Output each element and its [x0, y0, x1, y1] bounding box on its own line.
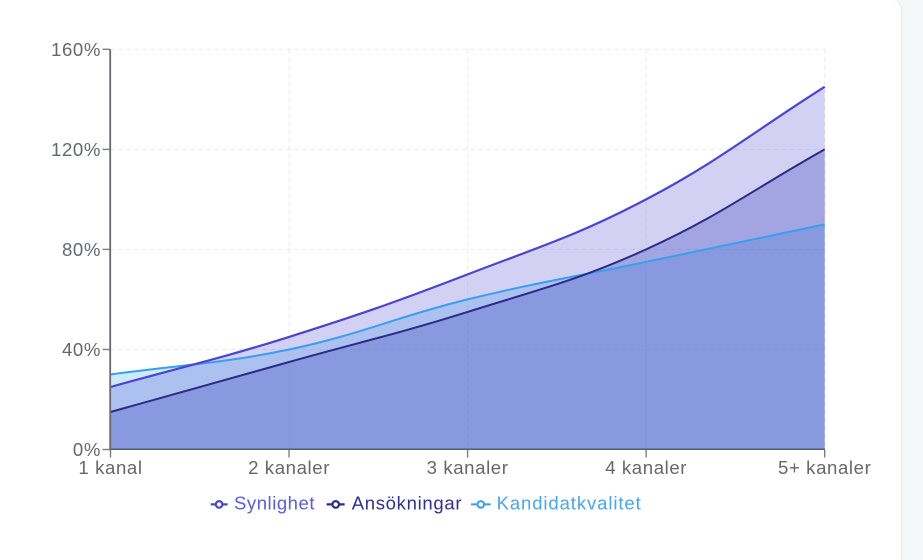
svg-text:160%: 160%: [51, 39, 101, 60]
svg-text:1 kanal: 1 kanal: [78, 457, 142, 478]
svg-text:0%: 0%: [73, 439, 101, 460]
svg-text:Kandidatkvalitet: Kandidatkvalitet: [497, 493, 642, 514]
svg-text:4 kanaler: 4 kanaler: [605, 457, 687, 478]
svg-text:5+ kanaler: 5+ kanaler: [778, 457, 871, 478]
svg-text:2 kanaler: 2 kanaler: [248, 457, 330, 478]
svg-text:Synlighet: Synlighet: [234, 493, 315, 514]
svg-text:40%: 40%: [62, 339, 101, 360]
svg-text:Ansökningar: Ansökningar: [352, 493, 463, 514]
svg-text:120%: 120%: [51, 139, 101, 160]
svg-text:3 kanaler: 3 kanaler: [427, 457, 509, 478]
svg-text:80%: 80%: [62, 239, 101, 260]
